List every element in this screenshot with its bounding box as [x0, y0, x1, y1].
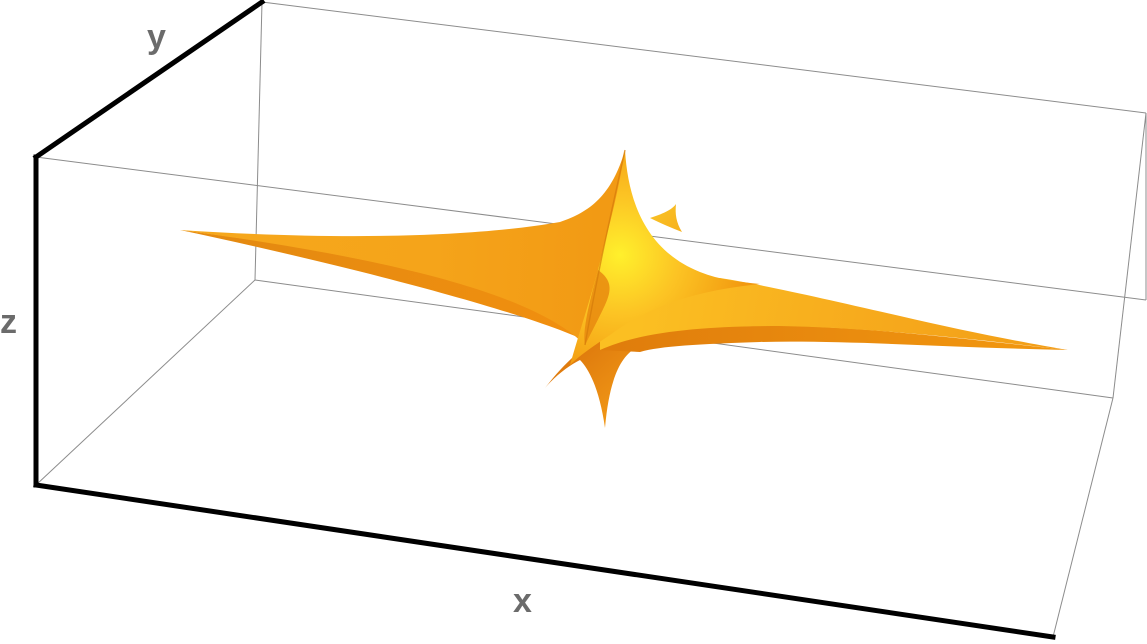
astroid-surface — [180, 149, 1068, 428]
axis-label-x: x — [513, 582, 532, 620]
axis-label-z: z — [0, 303, 17, 341]
surface-crease — [584, 149, 626, 346]
box-edge — [1052, 397, 1114, 638]
surface-core — [570, 150, 760, 365]
box-edge — [35, 279, 256, 486]
box-edge — [254, 1, 263, 281]
bounding-box-front — [32, 0, 1056, 640]
surface-right-arm — [600, 278, 1068, 350]
box-edge — [261, 1, 1147, 114]
surface-back-cusp — [650, 204, 682, 232]
surface-right-underside — [598, 325, 1068, 352]
surface-lower-cusp — [545, 337, 640, 428]
axis-label-y: y — [147, 18, 166, 56]
axis-line-y — [32, 0, 266, 161]
surface-fold-shadow — [584, 270, 610, 345]
axis-line-x — [33, 482, 1056, 640]
surface-left-arm — [180, 150, 625, 345]
box-edge — [1112, 112, 1147, 399]
